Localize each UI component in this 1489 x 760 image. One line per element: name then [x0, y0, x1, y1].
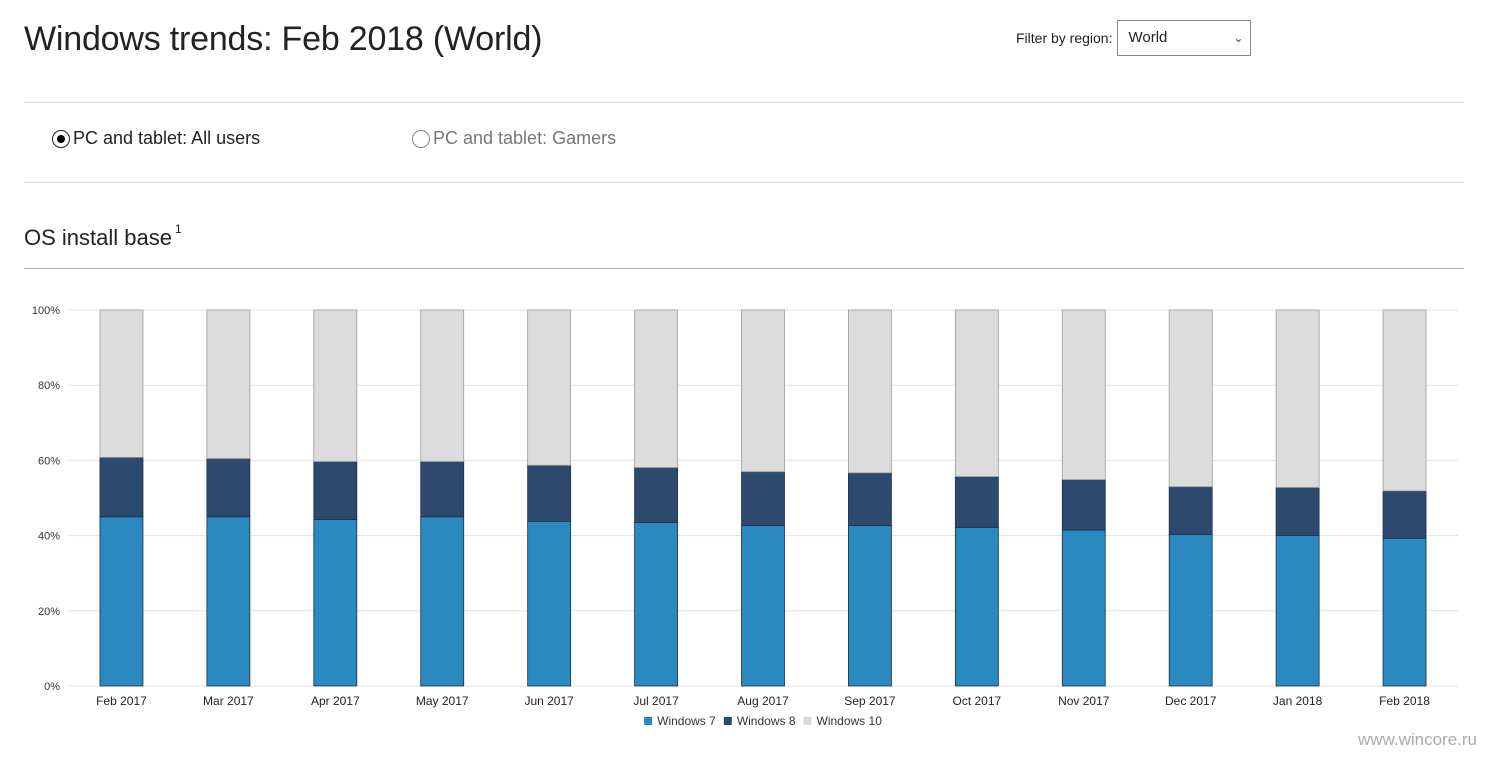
bar-segment	[1061, 529, 1106, 687]
bar-segment	[741, 471, 785, 526]
region-filter-label: Filter by region:	[1016, 30, 1113, 46]
install-base-chart: 0% 20% 40% 60% 80% 100% Feb 2017 Mar 2017 Apr 20…	[32, 305, 1458, 728]
legend-label: Windows 8	[737, 714, 796, 728]
x-tick-label: Feb 2018	[1379, 694, 1430, 708]
bar-segment	[99, 516, 144, 687]
bar-segment	[527, 520, 572, 687]
bar-segment	[1168, 309, 1213, 488]
radio-unchecked-icon	[412, 129, 430, 148]
bar-segment	[1382, 490, 1427, 539]
bar-segment	[1168, 486, 1213, 535]
bar-segment	[634, 309, 678, 468]
legend-swatch	[803, 717, 812, 725]
bar-segment	[954, 476, 999, 528]
legend-swatch	[723, 717, 732, 725]
bar-segment	[848, 525, 892, 687]
region-select[interactable]: World ⌄	[1117, 20, 1252, 56]
radio-checked-icon	[52, 129, 70, 148]
x-tick-label: Nov 2017	[1058, 694, 1110, 708]
legend-label: Windows 7	[657, 714, 716, 728]
bar-segment	[99, 309, 144, 458]
y-tick-label: 40%	[38, 531, 60, 543]
region-filter: Filter by region: World ⌄	[1016, 20, 1252, 56]
x-tick-label: Jun 2017	[524, 694, 574, 708]
bar-segment	[634, 467, 678, 523]
x-tick-label: Apr 2017	[311, 694, 360, 708]
radio-all-users[interactable]: PC and tablet: All users	[52, 128, 260, 149]
bar-segment	[99, 456, 144, 518]
bar-segment	[1061, 479, 1106, 531]
bar-segment	[1382, 309, 1427, 492]
bar-segment	[1382, 537, 1427, 687]
bar-segment	[1168, 534, 1213, 687]
section-divider	[24, 268, 1464, 269]
bar-segment	[634, 522, 678, 687]
x-tick-label: Dec 2017	[1165, 694, 1217, 708]
x-tick-label: Sep 2017	[844, 694, 896, 708]
y-tick-label: 20%	[38, 606, 60, 618]
bar-segment	[206, 309, 251, 459]
bar-segment	[1275, 487, 1320, 536]
y-tick-label: 60%	[38, 455, 60, 467]
bar-segment	[527, 464, 572, 522]
x-tick-label: Mar 2017	[203, 694, 254, 708]
bar-segment	[313, 519, 358, 687]
x-tick-label: Feb 2017	[96, 694, 147, 708]
bar-segment	[954, 526, 999, 687]
x-tick-label: Oct 2017	[952, 694, 1001, 708]
bar-segment	[420, 309, 465, 462]
bar-segment	[848, 309, 892, 474]
bar-segment	[527, 309, 572, 466]
watermark: www.wincore.ru	[1357, 730, 1477, 749]
radio-gamers[interactable]: PC and tablet: Gamers	[412, 128, 616, 149]
region-select-value: World	[1128, 29, 1168, 46]
chevron-down-icon: ⌄	[1233, 31, 1244, 45]
y-tick-label: 100%	[32, 305, 60, 317]
bar-segment	[420, 461, 465, 518]
bar-segment	[206, 516, 251, 687]
bar-segment	[1275, 309, 1320, 488]
bar-segment	[1061, 309, 1106, 480]
x-tick-label: Aug 2017	[737, 694, 789, 708]
radio-label: PC and tablet: All users	[73, 128, 261, 148]
y-tick-label: 0%	[44, 681, 60, 693]
legend-label: Windows 10	[817, 714, 883, 728]
footnote-marker: 1	[174, 221, 182, 236]
bar-segment	[313, 461, 358, 520]
x-tick-label: Jan 2018	[1273, 694, 1323, 708]
bar-segment	[848, 472, 892, 526]
divider	[24, 182, 1464, 183]
bar-segment	[741, 525, 785, 687]
y-tick-label: 80%	[38, 380, 60, 392]
legend-swatch	[644, 717, 653, 725]
section-title-text: OS install base	[24, 225, 172, 250]
bar-segment	[741, 309, 785, 473]
page-title: Windows trends: Feb 2018 (World)	[24, 20, 543, 58]
bar-segment	[313, 309, 358, 462]
bar-segment	[1275, 535, 1320, 687]
bar-segment	[420, 516, 465, 687]
radio-label: PC and tablet: Gamers	[433, 128, 617, 148]
bar-segment	[954, 309, 999, 477]
bar-segment	[206, 458, 251, 518]
x-tick-label: May 2017	[416, 694, 469, 708]
x-tick-label: Jul 2017	[633, 694, 679, 708]
section-title: OS install base 1	[24, 221, 182, 251]
divider	[24, 102, 1464, 103]
